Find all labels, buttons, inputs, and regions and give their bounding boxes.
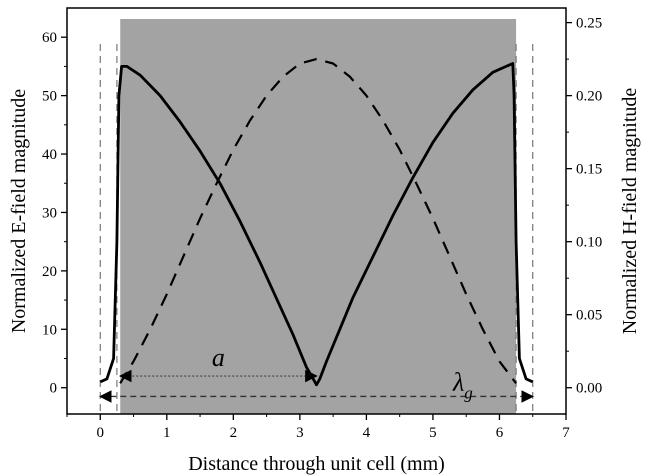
- y-right-tick-label-5: 0.25: [576, 16, 602, 32]
- y-left-tick-label-6: 60: [42, 30, 57, 46]
- series-h-field-line: [119, 57, 517, 384]
- series-layer: [99, 57, 534, 387]
- y-left-tick-label-0: 0: [50, 381, 58, 397]
- x-tick-label-6: 6: [496, 425, 504, 441]
- y-left-tick-label-3: 30: [42, 205, 57, 221]
- annotation-subscript-1: g: [464, 383, 473, 402]
- tick-layer: 0 1 2 3 4 5 6 7 0 10 20 30 40 50 60 0.00 0.05 0.10 0.15 0.2…: [42, 16, 602, 441]
- x-tick-label-0: 0: [97, 425, 105, 441]
- x-tick-label-3: 3: [296, 425, 304, 441]
- y-right-tick-label-1: 0.05: [576, 308, 602, 324]
- y-left-tick-label-4: 40: [42, 147, 57, 163]
- y-left-tick-label-2: 20: [42, 264, 57, 280]
- x-tick-label-2: 2: [230, 425, 238, 441]
- y-left-tick-label-5: 50: [42, 89, 57, 105]
- y-axis-label-left: Normalized E-field magnitude: [8, 89, 30, 333]
- plot-frame: [66, 7, 567, 415]
- y-right-tick-label-4: 0.20: [576, 89, 602, 105]
- y-right-tick-label-3: 0.15: [576, 162, 602, 178]
- y-axis-label-right: Normalized H-field magnitude: [619, 88, 641, 335]
- shaded-region: [120, 19, 517, 414]
- y-right-tick-label-2: 0.10: [576, 235, 602, 251]
- series-e-field-line: [99, 62, 534, 387]
- x-tick-label-4: 4: [363, 425, 371, 441]
- y-right-tick-label-0: 0.00: [576, 381, 602, 397]
- x-tick-label-7: 7: [562, 425, 570, 441]
- annotation-label-0: a: [212, 343, 225, 372]
- x-tick-label-1: 1: [163, 425, 171, 441]
- x-axis-label: Distance through unit cell (mm): [188, 453, 445, 475]
- x-tick-label-5: 5: [429, 425, 437, 441]
- y-left-tick-label-1: 10: [42, 322, 57, 338]
